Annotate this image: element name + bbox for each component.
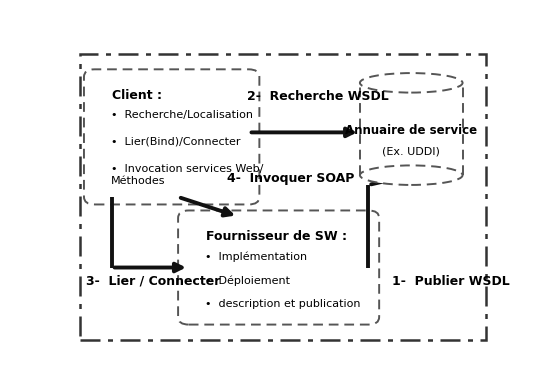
Text: (Ex. UDDI): (Ex. UDDI) [383,147,440,157]
Text: 3-  Lier / Connecter: 3- Lier / Connecter [86,275,220,287]
Text: 1-  Publier WSDL: 1- Publier WSDL [392,275,509,287]
Text: 2-  Recherche WSDL: 2- Recherche WSDL [247,90,388,103]
Bar [360,92,463,175]
Text: •  description et publication: • description et publication [205,299,360,309]
Text: •  Implémentation: • Implémentation [205,251,307,262]
Text: •  Recherche/Localisation: • Recherche/Localisation [111,110,253,120]
FancyBboxPatch shape [84,69,259,204]
Ellipse shape [360,73,463,92]
Ellipse shape [360,165,463,185]
Text: •  Invocation services Web/
Méthodes: • Invocation services Web/ Méthodes [111,164,263,186]
Text: •  Déploiement: • Déploiement [205,275,290,285]
Text: Annuaire de service: Annuaire de service [345,124,477,137]
Text: Fournisseur de SW :: Fournisseur de SW : [206,230,347,243]
Text: •  Lier(Bind)/Connecter: • Lier(Bind)/Connecter [111,137,241,147]
Text: 4-  Invoquer SOAP: 4- Invoquer SOAP [227,172,355,185]
FancyBboxPatch shape [178,211,379,324]
Text: Client :: Client : [112,89,162,102]
